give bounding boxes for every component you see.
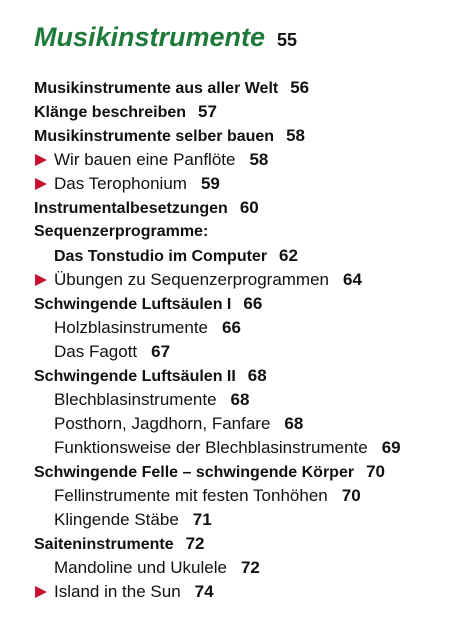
- toc-entry: Schwingende Luftsäulen II 68: [0, 364, 468, 388]
- toc-entry: Klingende Stäbe 71: [0, 508, 468, 532]
- toc-entry: Blechblasinstrumente 68: [0, 388, 468, 412]
- entry-page: 56: [290, 78, 310, 97]
- toc-entry: Schwingende Felle – schwingende Körper 70: [0, 460, 468, 484]
- entry-page: 66: [243, 294, 263, 313]
- entry-page: 58: [249, 150, 269, 169]
- toc-entry: Sequenzerprogramme:: [0, 220, 468, 244]
- entry-text: Island in the Sun: [54, 582, 181, 601]
- entry-page: 70: [341, 486, 361, 505]
- toc-entry: Wir bauen eine Panflöte 58: [0, 148, 468, 172]
- entry-text: Mandoline und Ukulele: [54, 558, 227, 577]
- entry-text: Wir bauen eine Panflöte: [54, 150, 236, 169]
- entry-page: 69: [381, 438, 401, 457]
- toc-entry: Holzblasinstrumente 66: [0, 316, 468, 340]
- toc-entry: Schwingende Luftsäulen I 66: [0, 292, 468, 316]
- entry-page: 72: [185, 534, 205, 553]
- entry-text: Das Fagott: [54, 342, 138, 361]
- title-text: Musikinstrumente: [34, 22, 266, 52]
- entry-text: Musikinstrumente selber bauen: [34, 128, 275, 145]
- entry-text: Das Tonstudio im Computer: [54, 248, 268, 265]
- toc-entry: Instrumentalbesetzungen 60: [0, 196, 468, 220]
- entry-page: 68: [230, 390, 250, 409]
- toc-entry: Saiteninstrumente 72: [0, 532, 468, 556]
- toc-entry: Klänge beschreiben 57: [0, 100, 468, 124]
- toc-entry: Fellinstrumente mit festen Tonhöhen 70: [0, 484, 468, 508]
- entry-page: 72: [240, 558, 260, 577]
- title-page: 55: [277, 30, 298, 50]
- entry-text: Saiteninstrumente: [34, 536, 174, 553]
- toc-entry: Das Fagott 67: [0, 340, 468, 364]
- entry-page: 68: [284, 414, 304, 433]
- entry-page: 60: [239, 198, 259, 217]
- toc-entry: Posthorn, Jagdhorn, Fanfare 68: [0, 412, 468, 436]
- entry-text: Sequenzerprogramme:: [34, 223, 209, 240]
- entry-text: Klingende Stäbe: [54, 510, 179, 529]
- toc-entry: Funktionsweise der Blechblasinstrumente 6…: [0, 436, 468, 460]
- entry-text: Instrumentalbesetzungen: [34, 200, 228, 217]
- entry-text: Holzblasinstrumente: [54, 318, 209, 337]
- entry-page: 57: [198, 102, 217, 121]
- entry-page: 58: [286, 126, 305, 145]
- toc-entry: Musikinstrumente selber bauen 58: [0, 124, 468, 148]
- entry-text: Musikinstrumente aus aller Welt: [34, 80, 279, 97]
- entry-text: Schwingende Luftsäulen II: [34, 368, 236, 385]
- toc-list: Musikinstrumente aus aller Welt 56 Klänge …: [0, 76, 468, 604]
- toc-entry: Übungen zu Sequenzerprogrammen 64: [0, 268, 468, 292]
- toc-entry: Mandoline und Ukulele 72: [0, 556, 468, 580]
- entry-page: 64: [343, 270, 362, 289]
- entry-text: Übungen zu Sequenzerprogrammen: [54, 270, 330, 289]
- toc-entry: Das Tonstudio im Computer 62: [0, 244, 468, 268]
- entry-page: 66: [222, 318, 241, 337]
- entry-text: Fellinstrumente mit festen Tonhöhen: [54, 486, 328, 505]
- entry-page: 70: [366, 462, 385, 481]
- toc-entry: Musikinstrumente aus aller Welt 56: [0, 76, 468, 100]
- entry-text: Posthorn, Jagdhorn, Fanfare: [54, 414, 271, 433]
- entry-page: 62: [279, 246, 298, 265]
- entry-text: Schwingende Felle – schwingende Körper: [34, 464, 355, 481]
- entry-text: Funktionsweise der Blechblasinstrumente: [54, 438, 368, 457]
- toc-title: Musikinstrumente 55: [34, 22, 297, 53]
- toc-entry: Das Terophonium 59: [0, 172, 468, 196]
- entry-text: Klänge beschreiben: [34, 104, 187, 121]
- entry-page: 68: [247, 366, 267, 385]
- entry-page: 67: [151, 342, 171, 361]
- entry-page: 71: [192, 510, 212, 529]
- entry-page: 74: [194, 582, 214, 601]
- entry-page: 59: [200, 174, 220, 193]
- entry-text: Schwingende Luftsäulen I: [34, 296, 232, 313]
- entry-text: Blechblasinstrumente: [54, 390, 217, 409]
- entry-text: Das Terophonium: [54, 174, 187, 193]
- toc-entry: Island in the Sun 74: [0, 580, 468, 604]
